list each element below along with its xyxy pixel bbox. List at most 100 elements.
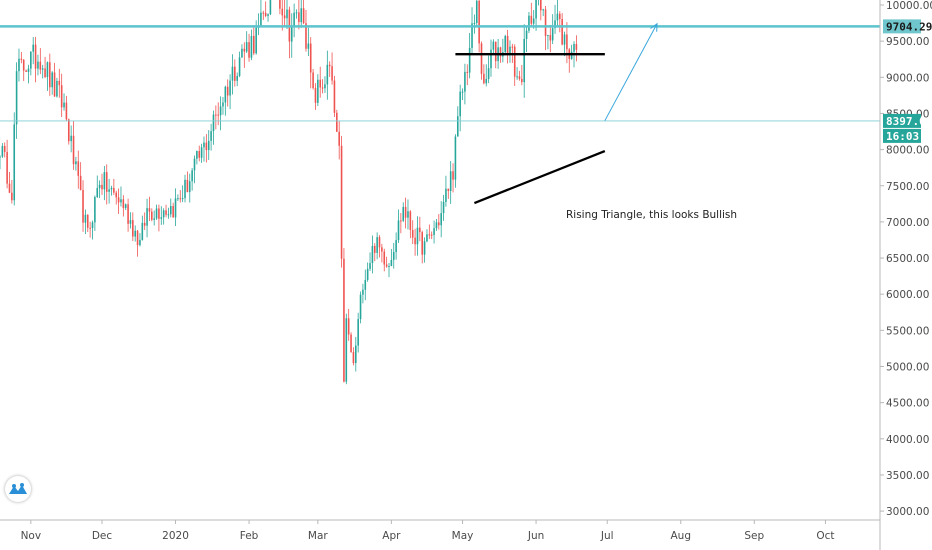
candle-body (25, 70, 27, 72)
candle-body (317, 79, 319, 103)
candle-body (544, 9, 547, 36)
candle-body (6, 151, 8, 184)
candle-body (22, 59, 25, 71)
candle-body (309, 43, 312, 73)
candle-body (75, 161, 77, 165)
horizontal-levels (0, 25, 880, 122)
candle-body (385, 264, 388, 267)
candle-body (229, 80, 231, 96)
y-tick-label: 7500.00 (886, 181, 929, 193)
candle-body (419, 227, 421, 233)
candle-body (397, 220, 400, 241)
candle-body (105, 172, 108, 192)
drawings (455, 22, 658, 205)
candle-body (134, 230, 137, 237)
candle-body (573, 43, 575, 52)
projection-arrow-head (650, 22, 658, 32)
y-tick-label: 6500.00 (886, 253, 929, 265)
candle-body (136, 230, 139, 246)
candle-body (210, 131, 212, 141)
candle-body (438, 222, 440, 226)
candle-body (468, 47, 471, 73)
candle-body (207, 140, 210, 150)
candle-body (89, 227, 91, 229)
candle-body (381, 247, 383, 252)
candle-body (359, 294, 362, 320)
candle-body (184, 179, 186, 199)
x-tick-label: Apr (382, 530, 401, 542)
candle-body (205, 142, 208, 150)
candle-body (307, 43, 310, 49)
candle-body (113, 187, 115, 193)
candle-body (511, 46, 514, 48)
candle-body (314, 88, 317, 103)
candle-body (326, 64, 329, 85)
time-axis[interactable]: Nov Dec 2020 Feb Mar Apr May Jun Jul Aug Sep Oct (0, 519, 880, 542)
y-tick-label: 5000.00 (886, 362, 929, 374)
candle-body (186, 179, 189, 193)
candle-body (3, 146, 6, 152)
candle-body (139, 239, 141, 246)
candle-body (442, 201, 445, 214)
triangle-bottom-line[interactable] (473, 149, 606, 205)
tradingview-logo-icon[interactable] (5, 476, 31, 502)
candle-body (321, 87, 324, 89)
candle-body (67, 119, 70, 142)
candle-body (219, 106, 222, 116)
y-tick-label: 10000.00 (886, 0, 932, 12)
candle-body (561, 19, 563, 45)
candle-body (37, 61, 39, 69)
candle-body (390, 259, 393, 267)
candle-body (364, 279, 367, 290)
candle-body (295, 12, 298, 14)
candle-body (146, 208, 148, 226)
candle-body (447, 188, 450, 191)
candle-body (324, 84, 326, 89)
candle-body (331, 66, 333, 81)
candle-body (179, 198, 182, 200)
candle-body (336, 112, 338, 132)
candle-body (540, 0, 542, 11)
candle-body (558, 13, 561, 20)
candle-body (345, 318, 348, 382)
candle-body (523, 38, 526, 83)
x-tick-label: Feb (240, 530, 259, 542)
candle-body (162, 210, 165, 218)
candle-body (181, 198, 184, 200)
candle-body (226, 86, 229, 96)
candle-body (478, 0, 480, 44)
countdown-tag: 16:03:34 (886, 130, 932, 143)
candle-body (528, 15, 530, 31)
candle-body (8, 183, 11, 193)
candle-body (530, 15, 533, 24)
projection-arrow[interactable] (604, 23, 658, 121)
candle-body (84, 214, 87, 223)
candle-body (51, 72, 53, 88)
candle-body (402, 206, 405, 221)
candle-body (27, 68, 30, 72)
candle-body (509, 46, 511, 55)
candle-body (513, 46, 516, 77)
candle-body (575, 43, 578, 50)
candle-body (554, 20, 556, 29)
x-tick-label: Jun (527, 530, 544, 542)
candle-body (290, 25, 293, 42)
x-tick-label: May (452, 530, 474, 542)
candle-body (217, 114, 220, 116)
y-tick-label: 9500.00 (886, 36, 929, 48)
candle-body (492, 41, 495, 50)
price-axis[interactable]: 10000.009500.009000.008500.008000.007500… (879, 0, 932, 550)
candle-body (49, 62, 51, 88)
candle-body (428, 234, 431, 236)
candle-body (245, 42, 248, 52)
candle-body (445, 188, 447, 202)
annotation-text: Rising Triangle, this looks Bullish (566, 209, 737, 221)
x-tick-label: Nov (21, 530, 42, 542)
candle-body (350, 334, 352, 353)
candle-body (196, 151, 198, 159)
candle-body (298, 12, 300, 23)
candle-body (248, 42, 250, 58)
candle-body (103, 172, 106, 190)
candle-body (267, 14, 269, 16)
